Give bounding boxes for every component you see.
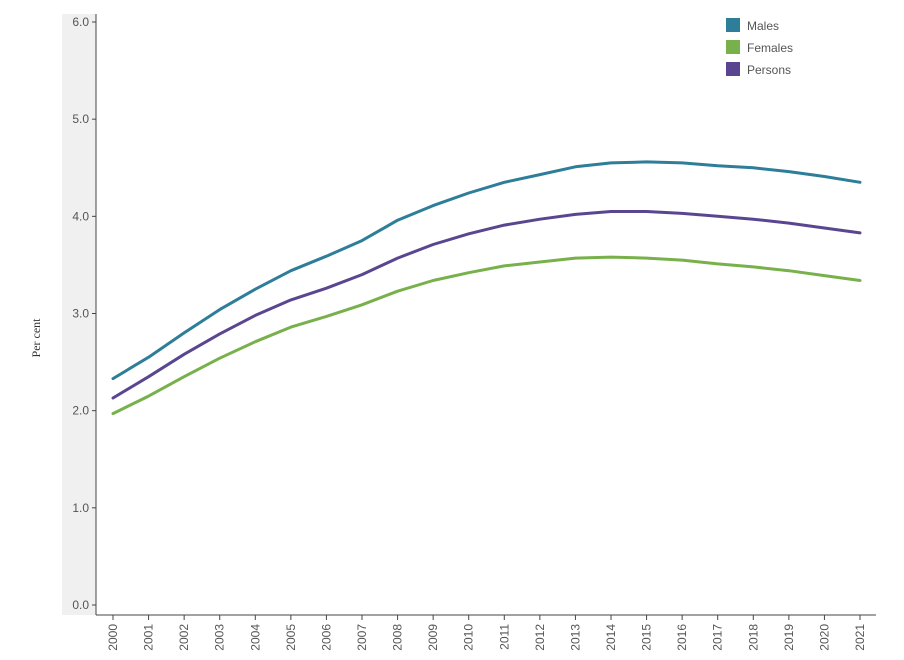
x-tick-label: 2005 xyxy=(284,624,298,651)
y-tick-label: 4.0 xyxy=(72,209,89,223)
y-tick-label: 0.0 xyxy=(72,598,89,612)
series-line-males xyxy=(111,160,862,381)
y-axis-ticks: 0.0 1.0 2.0 3.0 4.0 5.0 6.0 xyxy=(72,15,96,612)
x-tick-label: 2010 xyxy=(462,624,476,651)
x-tick-label: 2018 xyxy=(746,624,760,651)
x-tick-label: 2017 xyxy=(711,624,725,651)
y-tick-label: 1.0 xyxy=(72,501,89,515)
x-tick-label: 2004 xyxy=(248,624,262,651)
y-tick-label: 3.0 xyxy=(72,307,89,321)
x-tick-label: 2021 xyxy=(853,624,867,651)
x-tick-label: 2015 xyxy=(640,624,654,651)
legend-swatch-persons xyxy=(726,62,740,76)
x-tick-label: 2011 xyxy=(497,624,511,650)
y-axis-band xyxy=(62,14,96,615)
x-tick-label: 2013 xyxy=(568,624,582,651)
legend-swatch-males xyxy=(726,18,740,32)
y-axis-title: Per cent xyxy=(29,318,43,358)
x-tick-label: 2009 xyxy=(426,624,440,651)
x-tick-label: 2000 xyxy=(106,624,120,651)
legend-label-persons: Persons xyxy=(747,63,791,77)
x-tick-label: 2014 xyxy=(604,624,618,651)
y-tick-label: 2.0 xyxy=(72,404,89,418)
series-line-females xyxy=(111,255,862,416)
x-tick-label: 2001 xyxy=(142,624,156,651)
series-line-persons xyxy=(111,210,862,400)
y-tick-label: 5.0 xyxy=(72,112,89,126)
x-tick-label: 2008 xyxy=(391,624,405,651)
x-tick-label: 2007 xyxy=(355,624,369,651)
x-axis-ticks: 2000 2001 2002 2003 2004 2005 2006 2007 2008 2009… xyxy=(106,615,867,651)
series-lines xyxy=(111,160,862,416)
x-tick-label: 2019 xyxy=(782,624,796,651)
legend-swatch-females xyxy=(726,40,740,54)
y-tick-label: 6.0 xyxy=(72,15,89,29)
x-tick-label: 2016 xyxy=(675,624,689,651)
x-tick-label: 2006 xyxy=(319,624,333,651)
x-tick-label: 2003 xyxy=(213,624,227,651)
x-tick-label: 2012 xyxy=(533,624,547,651)
legend-label-males: Males xyxy=(747,19,779,33)
x-tick-label: 2002 xyxy=(177,624,191,651)
legend-label-females: Females xyxy=(747,41,793,55)
legend: Males Females Persons xyxy=(726,18,793,77)
x-tick-label: 2020 xyxy=(817,624,831,651)
